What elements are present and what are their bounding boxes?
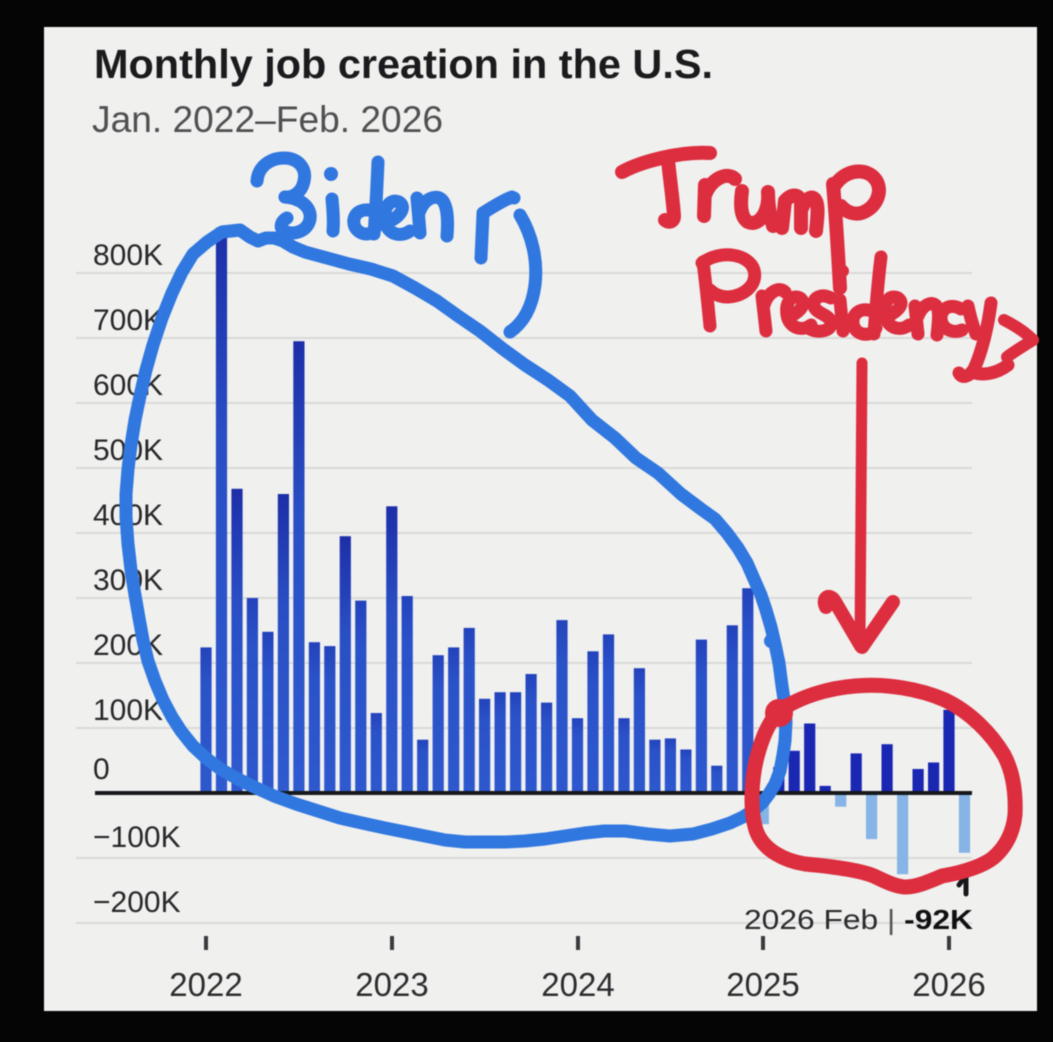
svg-text:2023: 2023 [355,966,428,1003]
svg-text:2024: 2024 [541,966,614,1003]
svg-text:2026 Feb | -92K: 2026 Feb | -92K [744,904,973,935]
svg-text:Jan. 2022–Feb. 2026: Jan. 2022–Feb. 2026 [92,99,443,140]
svg-text:2026: 2026 [912,966,985,1003]
svg-text:2022: 2022 [169,966,242,1003]
svg-text:800K: 800K [93,239,163,272]
svg-text:0: 0 [93,753,110,786]
svg-text:100K: 100K [93,694,163,727]
svg-text:−200K: −200K [93,886,181,919]
svg-text:Monthly job creation in the U.: Monthly job creation in the U.S. [94,41,713,87]
svg-text:−100K: −100K [93,821,181,854]
svg-text:600K: 600K [93,369,163,402]
svg-text:2025: 2025 [726,966,799,1003]
